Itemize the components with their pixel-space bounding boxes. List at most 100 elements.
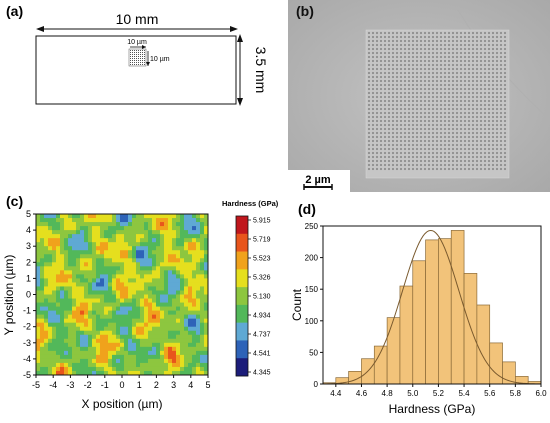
sem-indent [403, 55, 407, 59]
map-cell [104, 342, 109, 348]
width-arrowhead-bottom [237, 98, 243, 106]
map-cell [36, 318, 41, 324]
map-cell [128, 306, 133, 311]
map-cell [168, 226, 173, 231]
map-cell [112, 342, 117, 348]
sem-indent [391, 127, 395, 131]
map-cell [164, 286, 169, 291]
map-cell [80, 310, 85, 316]
histogram-y-tick-label: 150 [305, 285, 319, 294]
sem-indent [451, 43, 455, 47]
sem-indent [423, 71, 427, 75]
map-cell [152, 358, 157, 364]
sem-indent [451, 103, 455, 107]
sem-indent [423, 99, 427, 103]
sem-indent [391, 47, 395, 51]
indent-dot [130, 62, 131, 63]
map-cell [164, 298, 169, 303]
sem-indent [503, 31, 507, 35]
map-cell [156, 366, 161, 372]
map-cell [156, 282, 161, 287]
sem-indent [491, 99, 495, 103]
sem-indent [487, 51, 491, 55]
map-x-axis-title: X position (µm) [82, 397, 163, 411]
sem-indent [419, 67, 423, 71]
map-cell [148, 226, 153, 231]
map-cell [104, 250, 109, 255]
map-cell [96, 290, 101, 295]
sem-indent [475, 167, 479, 171]
sem-indent [427, 83, 431, 87]
map-cell [124, 274, 129, 279]
map-cell [196, 366, 201, 372]
sem-indent [451, 147, 455, 151]
sem-indent [383, 115, 387, 119]
sem-indent [443, 163, 447, 167]
map-cell [96, 318, 101, 324]
map-cell [116, 294, 121, 299]
sem-indent [471, 43, 475, 47]
sem-indent [395, 59, 399, 63]
map-cell [108, 354, 113, 360]
map-cell [180, 238, 185, 243]
map-cell [96, 266, 101, 271]
sem-indent [399, 119, 403, 123]
map-cell [140, 334, 145, 340]
map-cell [192, 338, 197, 344]
map-cell [188, 370, 193, 376]
sem-indent [431, 127, 435, 131]
sem-indent [475, 159, 479, 163]
map-cell [104, 266, 109, 271]
map-cell [116, 234, 121, 239]
map-cell [156, 350, 161, 356]
map-cell [72, 222, 77, 227]
sem-indent [415, 79, 419, 83]
map-cell [96, 218, 101, 223]
map-cell [116, 366, 121, 372]
sem-indent [491, 63, 495, 67]
map-cell [84, 250, 89, 255]
map-cell [64, 298, 69, 303]
colorbar-title: Hardness (GPa) [222, 199, 279, 208]
map-cell [60, 366, 65, 372]
map-cell [160, 234, 165, 239]
sem-indent [403, 31, 407, 35]
map-cell [136, 346, 141, 352]
map-cell [196, 266, 201, 271]
sem-indent [443, 115, 447, 119]
map-cell [128, 254, 133, 259]
map-cell [180, 278, 185, 283]
map-cell [76, 310, 81, 316]
sem-indent [495, 155, 499, 159]
sem-indent [463, 51, 467, 55]
map-cell [204, 250, 209, 255]
sem-indent [459, 51, 463, 55]
map-cell [72, 358, 77, 364]
map-cell [152, 338, 157, 344]
map-cell [48, 238, 53, 243]
sem-indent [391, 111, 395, 115]
sem-indent [491, 79, 495, 83]
sem-indent [367, 71, 371, 75]
map-cell [152, 310, 157, 316]
sem-indent [407, 67, 411, 71]
map-cell [152, 282, 157, 287]
sem-indent [447, 155, 451, 159]
map-cell [60, 362, 65, 368]
map-cell [148, 234, 153, 239]
sem-indent [443, 31, 447, 35]
sem-indent [503, 79, 507, 83]
sem-indent [483, 163, 487, 167]
map-cell [204, 342, 209, 348]
map-cell [36, 250, 41, 255]
sem-indent [491, 95, 495, 99]
map-cell [196, 302, 201, 307]
map-cell [68, 338, 73, 344]
sem-indent [411, 127, 415, 131]
sem-indent [455, 59, 459, 63]
map-y-tick-label: -4 [23, 354, 31, 364]
sem-indent [423, 75, 427, 79]
sem-indent [391, 167, 395, 171]
map-cell [116, 278, 121, 283]
map-cell [160, 346, 165, 352]
